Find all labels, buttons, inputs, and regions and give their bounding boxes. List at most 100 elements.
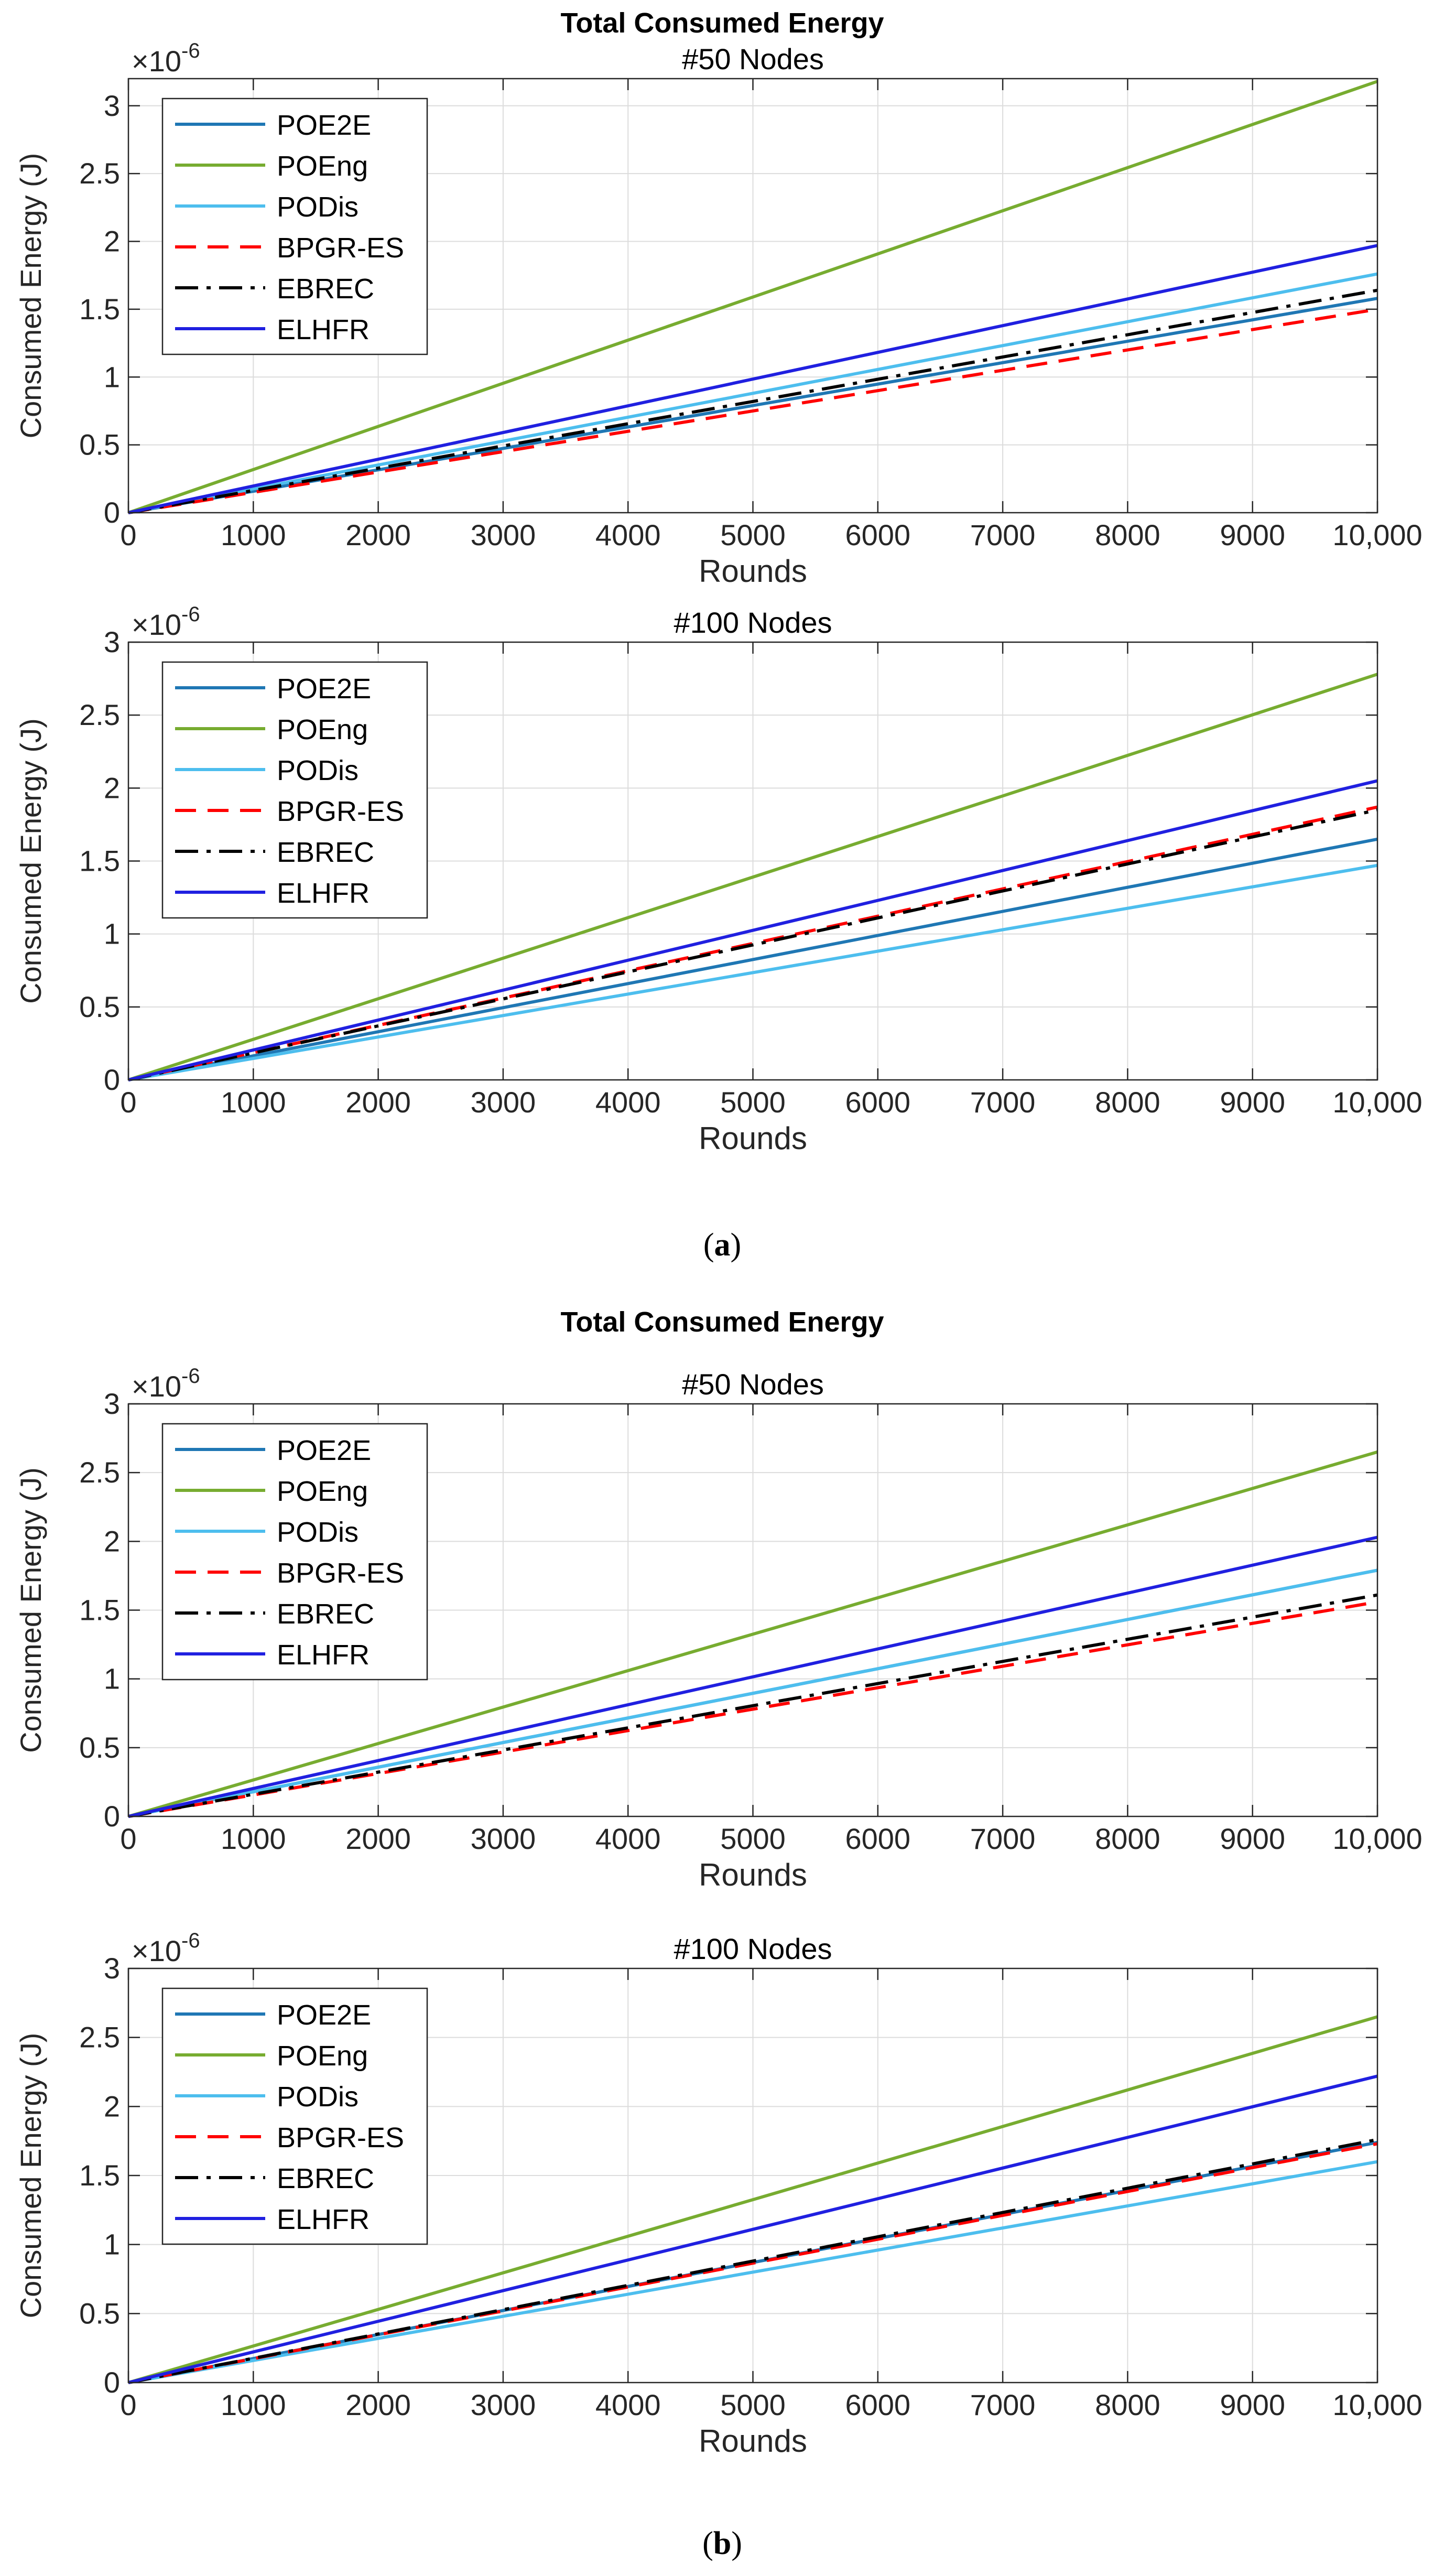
series-line-ebrec [128,808,1378,1081]
chart-title: #100 Nodes [674,606,832,639]
legend-label: BPGR-ES [277,232,404,264]
y-multiplier-exponent: -6 [181,1929,200,1952]
series-line-podis [128,272,1378,514]
y-tick-label: 1.5 [79,1594,120,1627]
legend-label: POE2E [277,1435,371,1466]
y-tick-label: 0.5 [79,990,120,1023]
y-tick-label: 1 [104,1662,120,1695]
y-tick-label: 2.5 [79,698,120,731]
legend: POE2E POEng PODis BPGR-ES EBREC ELHFR [161,1987,428,2245]
x-tick-label: 5000 [720,1086,786,1119]
x-tick-label: 0 [120,2388,136,2421]
y-tick-label: 1 [104,917,120,950]
y-axis-label: Consumed Energy (J) [14,2033,47,2319]
x-tick-label: 5000 [720,2388,786,2421]
series-line-bpgr-es [128,2142,1378,2384]
legend: POE2E POEng PODis BPGR-ES EBREC ELHFR [161,98,428,355]
caption-close-paren: ) [731,2526,742,2561]
y-tick-label: 2.5 [79,1456,120,1489]
series-line-elhfr [128,244,1378,514]
y-tick-label: 0 [104,2366,120,2399]
caption-open-paren: ( [703,1227,714,1263]
y-axis-label: Consumed Energy (J) [14,153,47,439]
x-tick-label: 10,000 [1332,2388,1422,2421]
series-line-ebrec [128,1593,1378,1818]
legend-label: EBREC [277,1598,374,1630]
y-tick-label: 2 [104,2090,120,2123]
chart-panel: 0 1000 2000 3000 4000 5000 6000 7000 8000 9000 10,… [14,1929,1423,2459]
chart-panel: 0 1000 2000 3000 4000 5000 6000 7000 8000 9000 10,… [14,603,1423,1156]
y-tick-label: 2 [104,771,120,804]
series-line-ebrec [128,2138,1378,2384]
legend-box [161,661,428,919]
x-tick-label: 5000 [720,518,786,551]
x-tick-label: 2000 [345,518,411,551]
panel-caption: (a) [703,1227,741,1263]
y-tick-label: 1 [104,360,120,393]
series-line-poeng [128,1450,1378,1818]
x-tick-label: 3000 [471,1086,536,1119]
x-axis-label: Rounds [699,1857,807,1892]
x-tick-label: 2000 [345,2388,411,2421]
series-line-poeng [128,80,1378,514]
y-tick-label: 1.5 [79,845,120,878]
legend-label: POEng [277,1476,368,1507]
legend: POE2E POEng PODis BPGR-ES EBREC ELHFR [161,1423,428,1681]
x-tick-label: 8000 [1095,518,1160,551]
legend-label: ELHFR [277,314,370,345]
caption-open-paren: ( [702,2526,713,2561]
series-line-ebrec [128,288,1378,514]
chart-panel: 0 1000 2000 3000 4000 5000 6000 7000 8000 9000 10,… [14,1365,1423,1892]
legend-label: BPGR-ES [277,2122,404,2153]
x-tick-label: 7000 [970,1822,1036,1855]
y-axis-label: Consumed Energy (J) [14,718,47,1004]
series-line-elhfr [128,1535,1378,1818]
x-tick-label: 4000 [595,518,661,551]
legend-label: PODis [277,2081,359,2113]
y-tick-label: 1 [104,2228,120,2261]
legend-label: BPGR-ES [277,1557,404,1589]
x-tick-label: 10,000 [1332,518,1422,551]
y-tick-label: 2 [104,225,120,258]
x-tick-label: 4000 [595,1822,661,1855]
x-tick-label: 1000 [221,1822,286,1855]
series-line-poeng [128,673,1378,1081]
y-multiplier-exponent: -6 [181,1365,200,1388]
y-tick-label: 2.5 [79,2021,120,2054]
legend-label: ELHFR [277,878,370,909]
x-tick-label: 4000 [595,1086,661,1119]
legend-label: POE2E [277,673,371,705]
x-tick-label: 8000 [1095,2388,1160,2421]
legend-label: POEng [277,714,368,745]
y-tick-label: 3 [104,1952,120,1985]
y-axis-multiplier: ×10-6 [132,1929,200,1967]
y-tick-label: 3 [104,89,120,122]
legend-box [161,1423,428,1681]
y-tick-label: 3 [104,1387,120,1420]
x-tick-label: 9000 [1220,1822,1285,1855]
figure-group-title: Total Consumed Energy [560,7,884,39]
series-line-podis [128,2160,1378,2384]
y-tick-label: 0.5 [79,1731,120,1764]
caption-letter: a [714,1227,731,1263]
x-tick-label: 7000 [970,1086,1036,1119]
y-tick-label: 0.5 [79,428,120,461]
y-axis-label: Consumed Energy (J) [14,1467,47,1753]
series-line-poeng [128,2015,1378,2384]
x-tick-label: 0 [120,1086,136,1119]
legend-label: BPGR-ES [277,796,404,827]
x-tick-label: 3000 [471,1822,536,1855]
chart-panel: 0 1000 2000 3000 4000 5000 6000 7000 8000 9000 10,… [14,39,1423,589]
y-tick-label: 0.5 [79,2297,120,2330]
x-tick-label: 9000 [1220,518,1285,551]
x-tick-label: 6000 [845,1822,911,1855]
y-multiplier-exponent: -6 [181,39,200,62]
series-line-podis [128,1568,1378,1818]
x-tick-label: 8000 [1095,1086,1160,1119]
x-tick-label: 10,000 [1332,1822,1422,1855]
legend-label: PODis [277,1517,359,1548]
y-multiplier-base: ×10 [132,608,181,641]
legend-box [161,98,428,355]
y-axis-multiplier: ×10-6 [132,1365,200,1403]
x-tick-label: 7000 [970,2388,1036,2421]
